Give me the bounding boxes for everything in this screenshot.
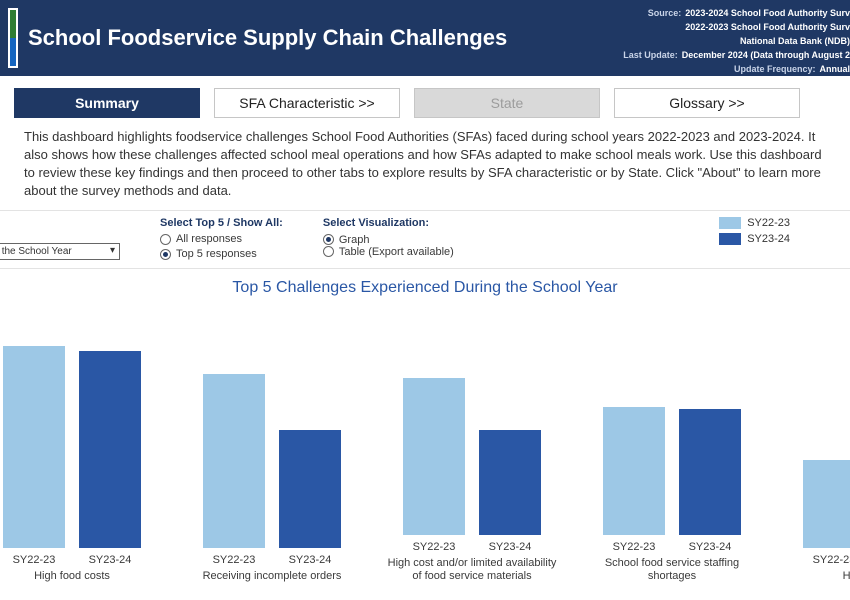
- bar: [279, 430, 341, 548]
- viz-title: Select Visualization:: [323, 217, 454, 229]
- legend-swatch: [719, 217, 741, 229]
- meta-row: National Data Bank (NDB): [623, 34, 850, 48]
- controls-bar: nced During the School Year Select Top 5…: [0, 210, 850, 269]
- legend-label: SY23-24: [747, 233, 790, 245]
- series-labels: SY22-23 SY23-24: [372, 541, 572, 553]
- series-labels: SY22-23 SY23-24: [172, 554, 372, 566]
- tab-bar: Summary SFA Characteristic >> State Glossar…: [0, 76, 850, 124]
- series-label: SY23-24: [79, 554, 141, 566]
- meta-label: Update Frequency:: [734, 64, 816, 74]
- tab-glossary-[interactable]: Glossary >>: [614, 88, 800, 118]
- legend-swatch: [719, 233, 741, 245]
- bar: [603, 407, 665, 535]
- bar-pair: [0, 303, 172, 548]
- bar-pair: [172, 303, 372, 548]
- category-label: High cost and/or limited availability of…: [382, 557, 562, 583]
- meta-label: Source:: [648, 8, 682, 18]
- legend: SY22-23 SY23-24: [719, 217, 850, 260]
- radio-label: Top 5 responses: [176, 248, 257, 260]
- series-label: SY22-23: [603, 541, 665, 553]
- viz-option[interactable]: Graph: [323, 234, 370, 246]
- bar: [403, 378, 465, 536]
- tab-state: State: [414, 88, 600, 118]
- series-label: SY23-24: [679, 541, 741, 553]
- meta-row: Last Update: December 2024 (Data through …: [623, 48, 850, 62]
- meta-row: Source:2023-2024 School Food Authority S…: [623, 6, 850, 20]
- series-label: SY22-23: [803, 554, 850, 566]
- title-banner: School Foodservice Supply Chain Challeng…: [0, 0, 850, 76]
- radio-icon: [323, 234, 334, 245]
- bar: [679, 409, 741, 535]
- filter-option[interactable]: All responses: [160, 233, 242, 245]
- filter-group: Select Top 5 / Show All: All responses To…: [160, 217, 283, 260]
- chart-title: Top 5 Challenges Experienced During the …: [0, 269, 850, 303]
- dashboard-description: This dashboard highlights foodservice ch…: [0, 124, 850, 210]
- series-label: SY22-23: [203, 554, 265, 566]
- category-label: High food costs: [34, 570, 110, 583]
- chart-group: SY22-23 SY23-24 Receiving incomplete order…: [172, 303, 372, 583]
- meta-row: 2022-2023 School Food Authority Surv: [623, 20, 850, 34]
- radio-icon: [160, 249, 171, 260]
- bar-pair: [772, 303, 850, 548]
- series-label: SY23-24: [279, 554, 341, 566]
- filter-title: Select Top 5 / Show All:: [160, 217, 283, 229]
- series-label: SY22-23: [403, 541, 465, 553]
- series-labels: SY22-23 SY23-24: [0, 554, 172, 566]
- meta-value: Annual: [820, 64, 850, 74]
- meta-value: 2023-2024 School Food Authority Surv: [685, 8, 850, 18]
- topic-select-value: nced During the School Year: [0, 246, 72, 257]
- viz-option[interactable]: Table (Export available): [323, 246, 454, 258]
- legend-label: SY22-23: [747, 217, 790, 229]
- series-label: SY22-23: [3, 554, 65, 566]
- meta-value: 2022-2023 School Food Authority Surv: [685, 22, 850, 32]
- chart-group: SY22-23 SY23-24 School food service staffi…: [572, 303, 772, 583]
- filter-options: All responses Top 5 responses: [160, 233, 283, 260]
- bar: [203, 374, 265, 548]
- meta-value: National Data Bank (NDB): [740, 36, 850, 46]
- chart-group: SY22-23 SY23-24 High food costs: [0, 303, 172, 583]
- viz-options: GraphTable (Export available): [323, 233, 454, 260]
- radio-label: Table (Export available): [339, 246, 454, 258]
- filter-option[interactable]: Top 5 responses: [160, 248, 257, 260]
- bar: [479, 430, 541, 535]
- bar: [3, 346, 65, 548]
- logo: [8, 8, 18, 68]
- bar-chart: SY22-23SY23-24High food costsSY22-23SY23…: [0, 303, 850, 583]
- legend-item: SY22-23: [719, 217, 790, 229]
- series-label: SY23-24: [479, 541, 541, 553]
- bar-pair: [572, 303, 772, 535]
- bar-pair: [372, 303, 572, 535]
- meta-row: Update Frequency: Annual: [623, 62, 850, 76]
- category-label: School food service staffing shortages: [582, 557, 762, 583]
- meta-label: Last Update:: [623, 50, 678, 60]
- radio-label: Graph: [339, 234, 370, 246]
- bar: [79, 351, 141, 548]
- radio-icon: [323, 246, 334, 257]
- topic-select[interactable]: nced During the School Year: [0, 243, 120, 260]
- radio-icon: [160, 234, 171, 245]
- category-label: High labor c: [843, 570, 850, 583]
- series-labels: SY22-23SY23-24: [772, 554, 850, 566]
- radio-label: All responses: [176, 233, 242, 245]
- page-title: School Foodservice Supply Chain Challeng…: [28, 25, 507, 51]
- tab-summary[interactable]: Summary: [14, 88, 200, 118]
- category-label: Receiving incomplete orders: [203, 570, 342, 583]
- bar: [803, 460, 850, 548]
- viz-group: Select Visualization: GraphTable (Export…: [323, 217, 454, 260]
- chart-group: SY22-23 SY23-24 High cost and/or limited a…: [372, 303, 572, 583]
- banner-meta: Source:2023-2024 School Food Authority S…: [623, 6, 850, 76]
- tab-sfa-characteristic-[interactable]: SFA Characteristic >>: [214, 88, 400, 118]
- legend-item: SY23-24: [719, 233, 790, 245]
- series-labels: SY22-23 SY23-24: [572, 541, 772, 553]
- chart-group: SY22-23SY23-24 High labor c: [772, 303, 850, 583]
- meta-value: December 2024 (Data through August 2: [682, 50, 850, 60]
